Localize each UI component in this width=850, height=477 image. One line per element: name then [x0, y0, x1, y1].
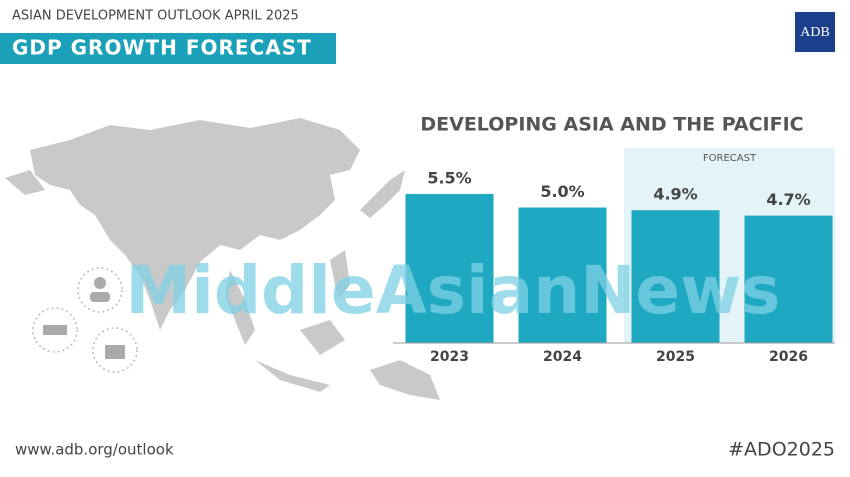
footer-hashtag: #ADO2025 [728, 439, 835, 461]
value-label: 5.5% [427, 168, 471, 187]
value-label: 5.0% [540, 182, 584, 201]
x-tick-label: 2026 [769, 349, 808, 365]
value-label: 4.7% [766, 190, 810, 209]
title-band [0, 33, 336, 64]
forecast-label: FORECAST [703, 153, 757, 164]
bar [744, 215, 833, 343]
title: GDP GROWTH FORECAST [12, 36, 312, 60]
icon-glyphs [43, 277, 125, 359]
x-tick-label: 2023 [430, 349, 469, 365]
logo: ADB [800, 25, 830, 40]
logo-box [795, 12, 835, 52]
x-tick-label: 2024 [543, 349, 582, 365]
watermark: MiddleAsianNews [126, 252, 781, 329]
value-label: 4.9% [653, 185, 697, 204]
map [5, 118, 440, 400]
footer-url: www.adb.org/outlook [15, 441, 174, 459]
bar-chart: FORECAST 5.5% 2023 5.0% 2024 4.9% 2025 4.7% 2026 [393, 148, 835, 365]
bar [405, 193, 494, 343]
x-tick-label: 2025 [656, 349, 695, 365]
bar [631, 210, 720, 343]
bar [518, 207, 607, 343]
icons [32, 267, 138, 373]
kicker: ASIAN DEVELOPMENT OUTLOOK APRIL 2025 [12, 9, 299, 24]
chart-title: DEVELOPING ASIA AND THE PACIFIC [420, 114, 803, 136]
